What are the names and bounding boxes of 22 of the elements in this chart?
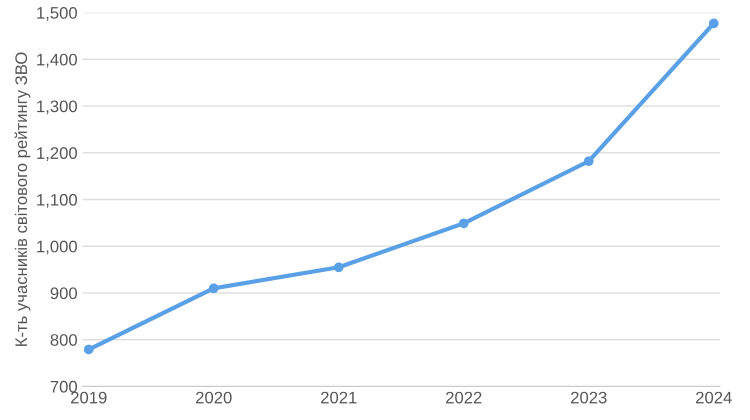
point bbox=[84, 344, 94, 354]
point bbox=[584, 156, 594, 166]
y-tick-label: 700 bbox=[50, 380, 77, 393]
x-tick-label: 2019 bbox=[71, 392, 106, 404]
y-axis-title: К-ть учасників світового рейтингу ЗВО bbox=[14, 52, 30, 346]
y-tick-label: 900 bbox=[50, 287, 77, 300]
x-tick-label: 2020 bbox=[196, 392, 232, 404]
y-tick-label: 1,000 bbox=[37, 240, 77, 254]
y-tick-label: 800 bbox=[50, 334, 77, 346]
point bbox=[708, 18, 719, 28]
y-tick-label: 1,100 bbox=[37, 194, 77, 208]
y-tick-label: 1,400 bbox=[37, 54, 77, 68]
point bbox=[458, 218, 469, 228]
y-tick-label: 1,200 bbox=[37, 147, 77, 161]
x-tick-label: 2022 bbox=[446, 392, 482, 404]
x-tick-label: 2021 bbox=[321, 392, 356, 404]
x-tick-label: 2024 bbox=[696, 392, 732, 404]
point bbox=[334, 262, 344, 272]
y-tick-label: 1,300 bbox=[37, 100, 77, 114]
x-tick-label: 2023 bbox=[571, 392, 607, 404]
y-tick-label: 1,500 bbox=[37, 7, 77, 21]
point bbox=[208, 283, 219, 294]
